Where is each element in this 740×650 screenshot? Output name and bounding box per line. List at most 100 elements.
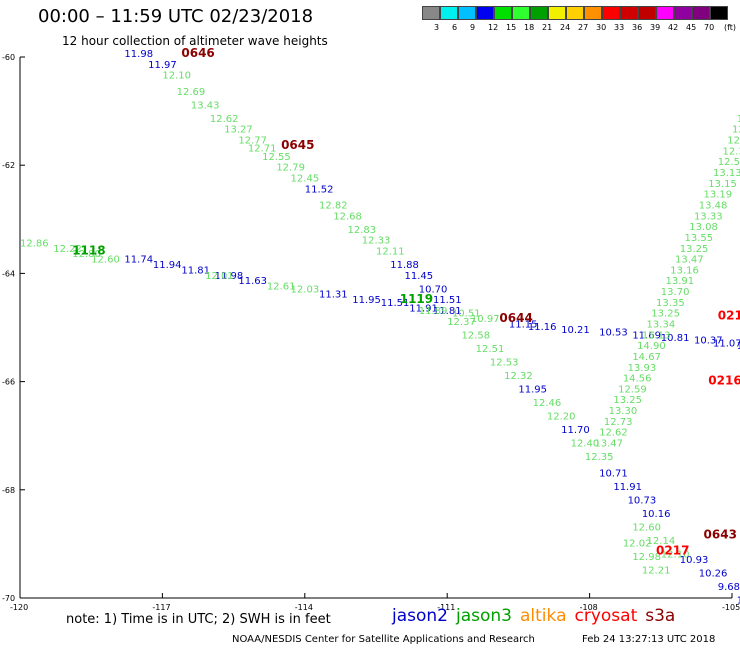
scale-label: 30 bbox=[596, 23, 607, 32]
swh-value: 12.20 bbox=[547, 411, 576, 422]
lon-label: -117 bbox=[152, 603, 170, 612]
swh-value: 10.37 bbox=[694, 336, 723, 347]
swh-value: 12.10 bbox=[162, 71, 191, 82]
swh-value: 13.70 bbox=[661, 287, 690, 298]
swh-value: 12.01 bbox=[205, 271, 234, 282]
swh-value: 11.45 bbox=[404, 271, 433, 282]
lon-label: -105 bbox=[722, 603, 740, 612]
lat-label: -66 bbox=[2, 378, 15, 387]
pass-time-label: 0216 bbox=[708, 373, 740, 387]
scale-label: 18 bbox=[524, 23, 535, 32]
swh-value: 13.13 bbox=[713, 168, 740, 179]
swh-value: 13.25 bbox=[651, 309, 680, 320]
scale-swatch bbox=[476, 6, 494, 20]
swh-value: 11.54 bbox=[737, 341, 740, 352]
swh-value: 13.47 bbox=[594, 439, 623, 450]
lat-label: -64 bbox=[2, 269, 15, 278]
scale-swatch bbox=[566, 6, 584, 20]
scale-label: 70 bbox=[704, 23, 715, 32]
swh-value: 11.97 bbox=[148, 60, 177, 71]
scale-label: 27 bbox=[578, 23, 589, 32]
pass-time-label: 0217 bbox=[656, 544, 689, 558]
swh-value: 11.88 bbox=[390, 260, 419, 271]
swh-value: 13.93 bbox=[628, 363, 657, 374]
swh-value: 12.68 bbox=[727, 136, 740, 147]
swh-value: 11.81 bbox=[433, 306, 462, 317]
swh-value: 12.87 bbox=[732, 125, 740, 136]
pass-time-label: 1118 bbox=[72, 243, 105, 257]
lon-label: -120 bbox=[10, 603, 28, 612]
lat-label: -62 bbox=[2, 161, 15, 170]
scale-swatch bbox=[458, 6, 476, 20]
swh-value: 11.70 bbox=[561, 425, 590, 436]
swh-value: 13.33 bbox=[694, 211, 723, 222]
swh-value: 12.45 bbox=[291, 173, 320, 184]
scale-swatch bbox=[710, 6, 728, 20]
swh-value: 12.82 bbox=[319, 200, 348, 211]
swh-value: 12.59 bbox=[618, 384, 647, 395]
swh-value: 11.98 bbox=[215, 271, 244, 282]
swh-value: 12.39 bbox=[723, 146, 740, 157]
swh-value: 12.60 bbox=[632, 522, 661, 533]
swh-value: 12.62 bbox=[599, 428, 628, 439]
scale-label: 33 bbox=[614, 23, 625, 32]
swh-value: 13.25 bbox=[613, 395, 642, 406]
swh-value: 12.53 bbox=[490, 357, 519, 368]
pass-time-label: 0216 bbox=[718, 308, 740, 322]
swh-value: 14.67 bbox=[632, 352, 661, 363]
swh-value: 11.81 bbox=[181, 265, 210, 276]
scale-swatch bbox=[494, 6, 512, 20]
legend-s3a: s3a bbox=[645, 606, 676, 626]
swh-value: 12.86 bbox=[20, 238, 49, 249]
scale-label: 15 bbox=[506, 23, 517, 32]
legend-jason3: jason3 bbox=[456, 606, 512, 626]
swh-value: 12.77 bbox=[238, 136, 267, 147]
swh-value: 14.56 bbox=[623, 374, 652, 385]
color-scale-bar bbox=[422, 6, 728, 20]
swh-value: 13.16 bbox=[670, 265, 699, 276]
swh-value: 13.27 bbox=[224, 125, 253, 136]
swh-value: 13.43 bbox=[191, 100, 220, 111]
swh-value: 12.71 bbox=[248, 144, 277, 155]
swh-value: 10.93 bbox=[680, 555, 709, 566]
scale-swatch bbox=[512, 6, 530, 20]
swh-value: 10.21 bbox=[561, 325, 590, 336]
swh-value: 11.16 bbox=[528, 322, 557, 333]
swh-value: 13.35 bbox=[656, 298, 685, 309]
swh-value: 9.68 bbox=[718, 582, 740, 593]
scale-swatch bbox=[602, 6, 620, 20]
swh-value: 13.30 bbox=[609, 406, 638, 417]
scale-swatch bbox=[548, 6, 566, 20]
swh-value: 12.46 bbox=[533, 398, 562, 409]
swh-value: 12.21 bbox=[642, 566, 671, 577]
swh-value: 12.35 bbox=[585, 452, 614, 463]
credit-text: NOAA/NESDIS Center for Satellite Applica… bbox=[232, 634, 535, 645]
swh-value: 10.26 bbox=[699, 568, 728, 579]
swh-value: 12.32 bbox=[504, 371, 533, 382]
swh-value: 12.73 bbox=[604, 417, 633, 428]
swh-value: 11.91 bbox=[613, 482, 642, 493]
swh-value: 12.55 bbox=[262, 152, 291, 163]
generated-timestamp: Feb 24 13:27:13 UTC 2018 bbox=[582, 634, 716, 645]
swh-value: 11.91 bbox=[409, 303, 438, 314]
swh-value: 10.71 bbox=[599, 468, 628, 479]
swh-value: 12.60 bbox=[91, 255, 120, 266]
page-title: 00:00 – 11:59 UTC 02/23/2018 bbox=[38, 6, 314, 27]
scale-label: 3 bbox=[434, 23, 440, 32]
footer-note: note: 1) Time is in UTC; 2) SWH is in fe… bbox=[66, 612, 331, 627]
lon-label: -108 bbox=[580, 603, 598, 612]
scale-swatch bbox=[440, 6, 458, 20]
scale-label: 36 bbox=[632, 23, 643, 32]
lon-label: -111 bbox=[437, 603, 455, 612]
swh-value: 13.19 bbox=[704, 190, 733, 201]
swh-value: 12.50 bbox=[718, 157, 740, 168]
lat-label: -60 bbox=[2, 53, 15, 62]
swh-value: 13.34 bbox=[647, 320, 676, 331]
swh-value: 13.25 bbox=[680, 244, 709, 255]
swh-value: 11.63 bbox=[238, 276, 267, 287]
swh-value: 12.51 bbox=[476, 344, 505, 355]
swh-value: 11.74 bbox=[124, 255, 153, 266]
swh-value: 12.98 bbox=[632, 552, 661, 563]
swh-value: 12.22 bbox=[53, 244, 82, 255]
